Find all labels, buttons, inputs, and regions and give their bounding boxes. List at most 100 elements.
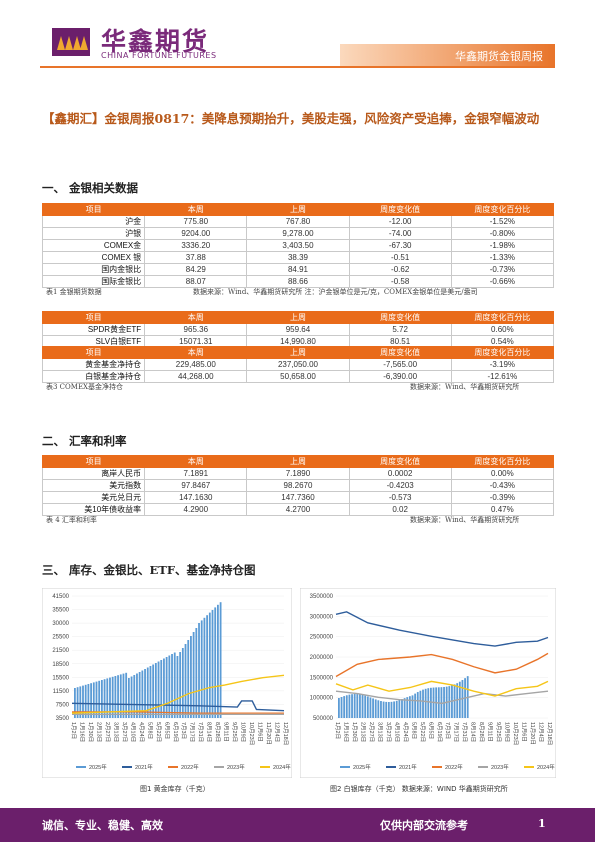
x-tick-label: 12月18日 [546, 722, 553, 745]
y-tick-label: 3500 [56, 716, 70, 722]
line-2022 [335, 652, 549, 678]
chart2-caption: 图2 白银库存（千克） 数据来源：WIND 华鑫期货研究所 [330, 785, 508, 793]
fund-position-table: 项目 本周 上周 周度变化值 周度变化百分比 黄金基金净持仓 229,485.00 237,0… [41, 346, 555, 383]
x-tick-label: 10月9日 [240, 722, 247, 742]
bar-2025 [165, 657, 168, 718]
banner-text: 华鑫期货金银周报 [455, 50, 543, 63]
bar-2025 [76, 687, 79, 718]
bar-2025 [79, 686, 82, 718]
table-cell: 229,485.00 [144, 358, 248, 371]
bar-2025 [103, 679, 106, 718]
column-header: 上周 [246, 203, 350, 216]
column-header: 本周 [144, 455, 248, 468]
table-cell: -0.51 [348, 251, 452, 264]
x-tick-label: 2月27日 [368, 722, 375, 742]
bar-2025 [387, 701, 390, 718]
table3-source: 数据来源：Wind、华鑫期货研究所 [410, 383, 520, 391]
bar-2025 [408, 696, 411, 718]
bar-2025 [141, 670, 144, 718]
bar-2025 [427, 688, 430, 718]
footer-disclaimer: 仅供内部交流参考 [380, 819, 468, 832]
y-tick-label: 1500000 [310, 675, 334, 681]
table-cell: 97.8467 [144, 479, 248, 492]
bar-2025 [122, 673, 125, 718]
table-cell: 965.36 [144, 323, 248, 336]
x-tick-label: 9月25日 [495, 722, 502, 742]
table-cell: -12.00 [348, 215, 452, 228]
legend-swatch [76, 766, 86, 768]
bar-2025 [136, 673, 138, 718]
row-label: 白银基金净持仓 [41, 370, 146, 383]
bar-2025 [343, 696, 346, 718]
y-tick-label: 15500 [52, 675, 69, 681]
bar-2025 [95, 681, 98, 718]
section-heading-gold-silver: 一、 金银相关数据 [42, 181, 139, 195]
x-tick-label: 6月5日 [163, 722, 170, 739]
bar-2025 [380, 701, 382, 718]
x-tick-label: 2月27日 [104, 722, 111, 742]
bar-2025 [214, 607, 217, 718]
line-2024 [71, 674, 285, 714]
column-header: 周度变化百分比 [450, 203, 555, 216]
table-cell: -6,390.00 [348, 370, 452, 383]
bar-2025 [359, 694, 361, 718]
table-cell: 0.60% [450, 323, 555, 336]
bar-2025 [168, 655, 171, 718]
x-tick-label: 11月20日 [529, 722, 536, 745]
column-header: 周度变化值 [348, 311, 452, 324]
table-cell: 9204.00 [144, 227, 248, 240]
y-tick-label: 11500 [53, 689, 70, 695]
legend-entry: 2023年 [491, 763, 509, 771]
y-tick-label: 1000000 [310, 696, 334, 702]
table-cell: -1.33% [450, 251, 555, 264]
bar-2025 [84, 684, 87, 718]
bar-2025 [171, 654, 173, 718]
silver-inventory-chart: 3500000 3000000 2500000 2000000 1500000 10000… [300, 588, 556, 778]
table-cell: 3,403.50 [246, 239, 350, 252]
x-tick-label: 5月8日 [146, 722, 153, 739]
table-cell: 37.88 [144, 251, 248, 264]
table-cell: 3336.20 [144, 239, 248, 252]
bar-2025 [190, 636, 192, 718]
column-header: 项目 [41, 311, 146, 324]
x-tick-label: 7月17日 [189, 722, 196, 742]
table-cell: -67.30 [348, 239, 452, 252]
legend-entry: 2025年 [89, 763, 107, 771]
page-header: 华鑫期货 CHINA FORTUNE FUTURES 华鑫期货金银周报 [0, 0, 595, 70]
bar-2025 [198, 623, 200, 718]
column-header: 本周 [144, 346, 248, 359]
bar-2025 [406, 697, 409, 718]
bar-2025 [208, 612, 211, 718]
legend-entry: 2022年 [181, 763, 199, 771]
x-tick-label: 2月13日 [95, 722, 102, 742]
x-tick-label: 7月3日 [180, 722, 187, 739]
bar-2025 [114, 676, 117, 718]
table-cell: -7,565.00 [348, 358, 452, 371]
column-header: 周度变化值 [348, 203, 452, 216]
table1-source: 数据来源：Wind、华鑫期货研究所 注：沪金银单位是元/克，COMEX金银单位是… [193, 288, 478, 296]
y-tick-label: 25500 [52, 635, 69, 641]
bar-2025 [203, 617, 206, 718]
x-tick-label: 8月28日 [214, 722, 221, 742]
row-label: SPDR黄金ETF [41, 323, 146, 336]
x-tick-label: 5月8日 [410, 722, 417, 739]
x-tick-label: 10月23日 [248, 722, 255, 745]
table-cell: -0.4203 [348, 479, 452, 492]
column-header: 周度变化百分比 [450, 455, 555, 468]
bar-2025 [356, 694, 359, 718]
bar-2025 [119, 674, 122, 718]
column-header: 周度变化值 [348, 455, 452, 468]
bar-2025 [366, 696, 369, 718]
legend-entry: 2021年 [135, 763, 153, 771]
x-tick-label: 4月10日 [129, 722, 136, 742]
logo-chinese-name: 华鑫期货 [101, 27, 210, 56]
table-row: COMEX 银 37.88 38.39 -0.51 -1.33% [41, 251, 555, 264]
legend-swatch [432, 766, 442, 768]
table-cell: -0.39% [450, 491, 555, 504]
row-label: COMEX金 [41, 239, 146, 252]
table-cell: 959.64 [246, 323, 350, 336]
table-row: 黄金基金净持仓 229,485.00 237,050.00 -7,565.00 -3.1… [41, 358, 555, 371]
bar-2025 [149, 666, 152, 718]
table-cell: 7.1891 [144, 467, 248, 480]
table-cell: -12.61% [450, 370, 555, 383]
